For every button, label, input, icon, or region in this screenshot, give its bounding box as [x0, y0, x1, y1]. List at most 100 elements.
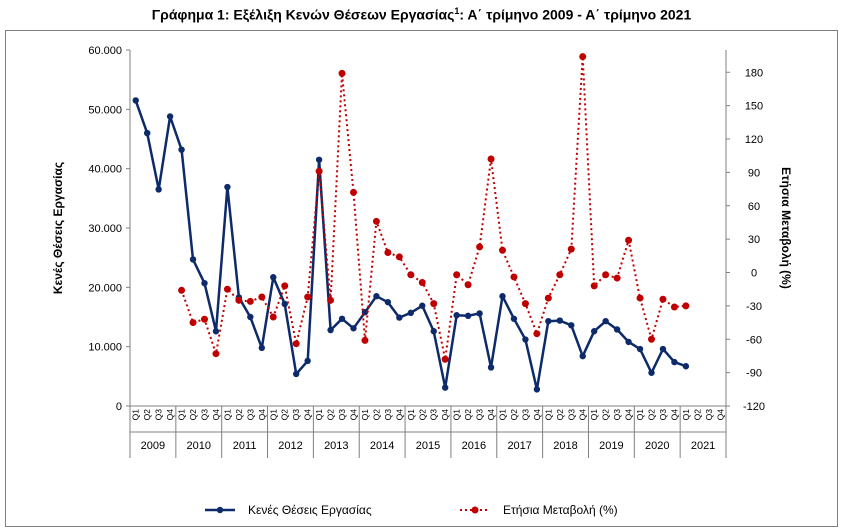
vacancies-point: [476, 310, 483, 317]
y-tick-label: 0: [116, 401, 122, 413]
vacancies-point: [201, 279, 208, 287]
chart-title-main: Γράφημα 1: Εξέλιξη Κενών Θέσεων Εργασίας: [151, 6, 455, 23]
x-year-label: 2018: [553, 440, 577, 452]
x-quarter-label: Q3: [612, 409, 622, 421]
x-quarter-label: Q4: [486, 409, 496, 421]
annual-change-point: [533, 330, 541, 338]
annual-change-point: [407, 271, 415, 279]
x-quarter-label: Q1: [314, 409, 324, 421]
vacancies-point: [636, 345, 644, 353]
x-quarter-label: Q1: [452, 409, 462, 421]
x-quarter-label: Q1: [406, 409, 416, 421]
vacancies-point: [281, 300, 288, 308]
x-quarter-label: Q1: [222, 409, 232, 421]
y2-axis-title: Ετήσια Μεταβολή (%): [779, 167, 793, 289]
x-quarter-label: Q2: [280, 409, 290, 421]
y2-tick-label: 150: [745, 101, 763, 113]
annual-change-point: [304, 293, 312, 301]
x-quarter-label: Q4: [578, 409, 588, 421]
x-quarter-label: Q1: [268, 409, 278, 421]
x-quarter-label: Q2: [188, 409, 198, 421]
annual-change-point: [613, 274, 621, 282]
annual-change-point: [178, 286, 186, 294]
vacancies-point: [613, 326, 621, 333]
annual-change-point: [476, 243, 484, 251]
x-quarter-label: Q4: [394, 409, 404, 421]
x-quarter-label: Q4: [624, 409, 634, 421]
annual-change-point: [223, 285, 231, 293]
x-quarter-label: Q3: [704, 409, 714, 421]
x-year-label: 2011: [233, 440, 257, 452]
chart-frame: [5, 30, 838, 527]
x-year-label: 2021: [691, 440, 715, 452]
chart-title: Γράφημα 1: Εξέλιξη Κενών Θέσεων Εργασίας…: [0, 6, 843, 23]
vacancies-point: [304, 357, 311, 365]
y2-tick-label: 120: [745, 134, 763, 146]
annual-change-point: [625, 236, 633, 244]
vacancies-point: [671, 358, 678, 366]
annual-change-point: [579, 53, 587, 61]
annual-change-point: [327, 296, 335, 304]
vacancies-point: [682, 363, 690, 370]
x-quarter-label: Q3: [475, 409, 485, 421]
y2-tick-label: 180: [745, 67, 763, 79]
vacancies-point: [270, 274, 277, 281]
annual-change-point: [338, 69, 346, 77]
annual-change-point: [258, 293, 266, 301]
x-quarter-label: Q3: [291, 409, 301, 421]
vacancies-point: [487, 364, 495, 371]
x-quarter-label: Q1: [543, 409, 553, 421]
chart-title-footnote: 1: [454, 6, 460, 16]
annual-change-point: [189, 319, 197, 327]
annual-change-point: [201, 315, 208, 323]
x-quarter-label: Q3: [429, 409, 439, 421]
annual-change-point: [636, 294, 644, 302]
x-quarter-label: Q2: [463, 409, 473, 421]
x-year-label: 2019: [599, 440, 623, 452]
x-quarter-label: Q3: [520, 409, 530, 421]
x-quarter-label: Q4: [349, 409, 359, 421]
x-year-label: 2010: [187, 440, 211, 452]
x-quarter-label: Q2: [647, 409, 657, 421]
annual-change-point: [361, 336, 369, 344]
x-year-label: 2020: [645, 440, 669, 452]
annual-change-point: [487, 155, 495, 163]
annual-change-point: [648, 335, 655, 343]
x-year-label: 2014: [370, 440, 394, 452]
vacancies-point: [292, 370, 300, 378]
vacancies-point: [419, 302, 426, 309]
vacancies-point: [224, 183, 231, 191]
x-quarter-label: Q1: [681, 409, 691, 421]
vacancies-point: [659, 345, 667, 353]
annual-change-point: [235, 296, 243, 304]
x-quarter-label: Q2: [326, 409, 336, 421]
x-quarter-label: Q3: [383, 409, 393, 421]
y-tick-label: 50.000: [88, 104, 122, 116]
annual-change-point: [372, 217, 380, 225]
y2-tick-label: 90: [748, 167, 760, 179]
legend-annual-change-label: Ετήσια Μεταβολή (%): [503, 503, 618, 517]
vacancies-point: [143, 129, 151, 137]
vacancies-point: [545, 317, 552, 325]
annual-change-point: [659, 295, 667, 303]
vacancies-point: [315, 156, 323, 163]
x-quarter-label: Q1: [635, 409, 645, 421]
y-tick-label: 20.000: [88, 282, 122, 294]
x-quarter-label: Q4: [669, 409, 679, 421]
vacancies-point: [373, 293, 380, 300]
annual-change-point: [602, 271, 610, 279]
annual-change-point: [590, 282, 598, 290]
x-quarter-label: Q2: [142, 409, 152, 421]
x-year-label: 2017: [507, 440, 531, 452]
x-quarter-label: Q1: [131, 409, 141, 421]
vacancies-point: [132, 97, 139, 104]
vacancies-point: [189, 256, 197, 263]
vacancies-point: [396, 314, 403, 321]
vacancies-point: [625, 338, 632, 346]
annual-change-point: [556, 271, 564, 279]
annual-change-point: [464, 281, 472, 289]
vacancies-point: [155, 186, 162, 193]
x-quarter-label: Q2: [555, 409, 565, 421]
annual-change-point: [544, 294, 552, 302]
